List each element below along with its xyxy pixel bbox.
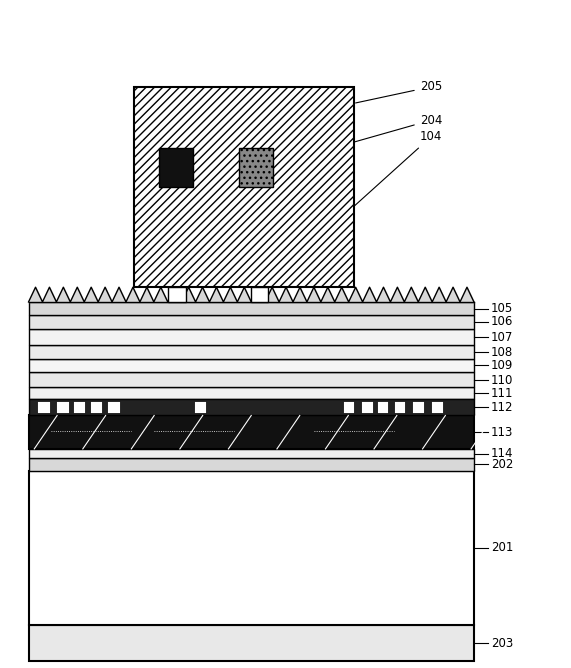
Text: 202: 202 bbox=[491, 458, 513, 471]
Bar bbox=[412, 401, 424, 413]
Bar bbox=[29, 458, 474, 471]
Bar bbox=[251, 287, 268, 302]
Bar bbox=[168, 287, 186, 302]
Bar bbox=[377, 401, 388, 413]
Text: 106: 106 bbox=[491, 315, 513, 329]
Bar bbox=[37, 401, 50, 413]
Text: 203: 203 bbox=[491, 637, 513, 650]
Bar bbox=[29, 625, 474, 661]
Text: 204: 204 bbox=[267, 114, 442, 167]
Text: 114: 114 bbox=[491, 447, 513, 460]
Text: 104: 104 bbox=[262, 130, 442, 289]
Bar bbox=[29, 372, 474, 387]
Bar bbox=[134, 87, 354, 287]
Bar bbox=[29, 329, 474, 345]
Text: 107: 107 bbox=[491, 331, 513, 344]
Bar bbox=[29, 415, 474, 449]
Text: 108: 108 bbox=[491, 345, 513, 359]
Text: 110: 110 bbox=[491, 373, 513, 387]
Bar bbox=[239, 148, 273, 187]
Bar bbox=[73, 401, 85, 413]
Text: 109: 109 bbox=[491, 359, 513, 372]
Bar bbox=[29, 471, 474, 625]
Text: 112: 112 bbox=[491, 401, 513, 414]
Bar bbox=[29, 387, 474, 399]
Bar bbox=[90, 401, 102, 413]
Text: 205: 205 bbox=[356, 80, 442, 103]
Bar bbox=[343, 401, 354, 413]
Text: 113: 113 bbox=[491, 426, 513, 439]
Bar bbox=[29, 345, 474, 359]
Text: 105: 105 bbox=[491, 302, 513, 315]
Bar bbox=[194, 401, 206, 413]
Bar bbox=[431, 401, 443, 413]
Bar bbox=[29, 315, 474, 329]
Bar bbox=[361, 401, 373, 413]
Bar bbox=[107, 401, 120, 413]
Bar bbox=[56, 401, 69, 413]
Bar bbox=[29, 399, 474, 415]
Bar bbox=[29, 359, 474, 372]
Bar bbox=[394, 401, 405, 413]
Bar bbox=[29, 302, 474, 315]
Text: 111: 111 bbox=[491, 387, 513, 400]
Bar bbox=[159, 148, 193, 187]
Bar bbox=[29, 449, 474, 458]
Text: 201: 201 bbox=[491, 541, 513, 554]
